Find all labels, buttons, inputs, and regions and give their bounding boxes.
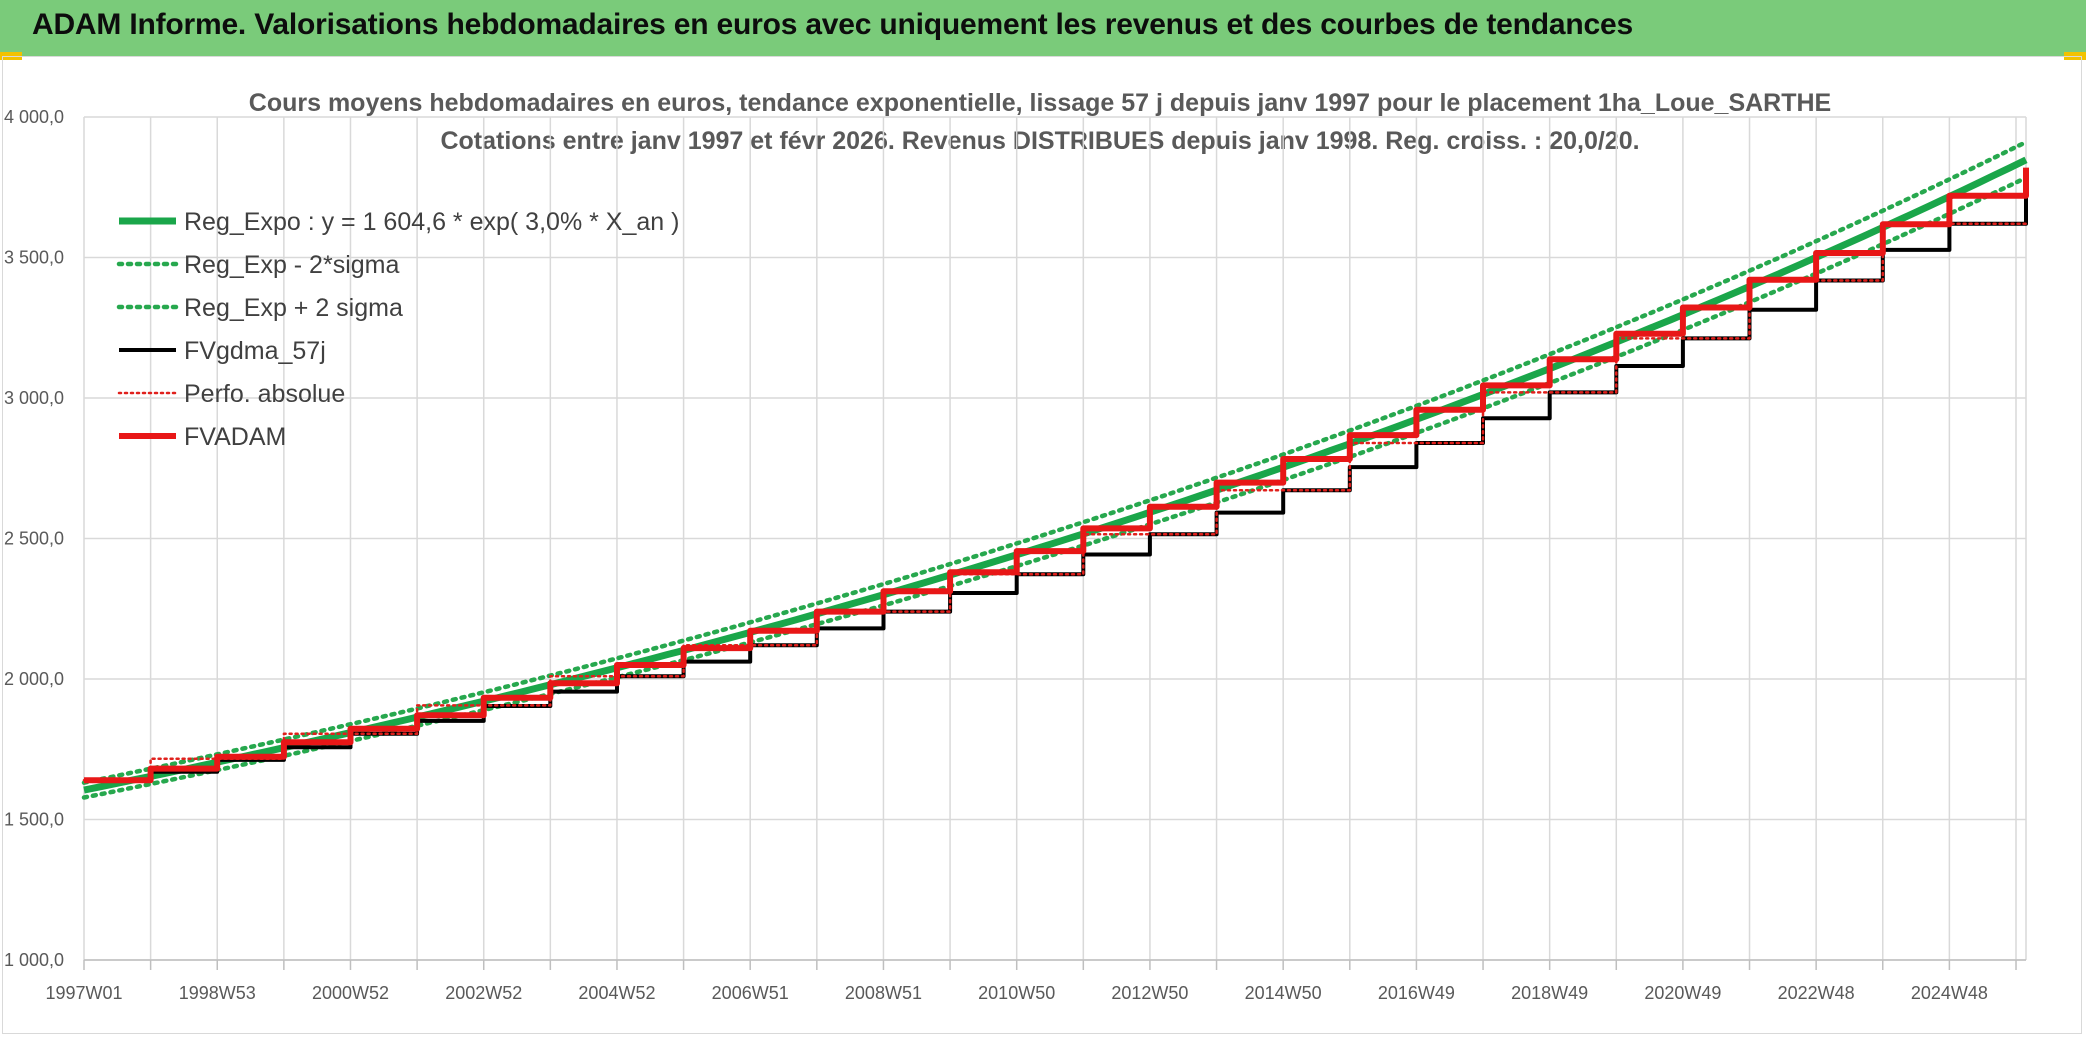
- y-tick-label: 3 000,0: [4, 388, 64, 408]
- legend-label: Perfo. absolue: [184, 380, 345, 408]
- y-tick-label: 2 000,0: [4, 669, 64, 689]
- legend-label: Reg_Exp - 2*sigma: [184, 251, 399, 279]
- x-tick-label: 2024W48: [1911, 983, 1988, 1003]
- x-tick-label: 2000W52: [312, 983, 389, 1003]
- x-tick-label: 1997W01: [45, 983, 122, 1003]
- legend: Reg_Expo : y = 1 604,6 * exp( 3,0% * X_a…: [116, 208, 679, 451]
- x-tick-label: 2018W49: [1511, 983, 1588, 1003]
- report-banner: ADAM Informe. Valorisations hebdomadaire…: [0, 0, 2086, 57]
- x-tick-label: 2008W51: [845, 983, 922, 1003]
- x-tick-label: 2004W52: [578, 983, 655, 1003]
- y-tick-label: 4 000,0: [4, 107, 64, 127]
- x-tick-label: 2006W51: [712, 983, 789, 1003]
- legend-label: FVgdma_57j: [184, 337, 326, 365]
- x-tick-label: 2012W50: [1111, 983, 1188, 1003]
- series-fvadam: [84, 167, 2029, 784]
- chart-title-line2: Cotations entre janv 1997 et févr 2026. …: [440, 127, 1639, 155]
- legend-label: Reg_Exp + 2 sigma: [184, 294, 403, 322]
- x-tick-label: 2016W49: [1378, 983, 1455, 1003]
- x-tick-label: 2002W52: [445, 983, 522, 1003]
- x-tick-label: 2022W48: [1778, 983, 1855, 1003]
- plot-area: [81, 139, 2029, 800]
- series-reg-plus-2sigma: [81, 139, 2029, 785]
- x-tick-label: 2010W50: [978, 983, 1055, 1003]
- y-tick-label: 2 500,0: [4, 529, 64, 549]
- axes: 1 000,0 1 500,0 2 000,0 2 500,0 3 000,0 3 500…: [4, 107, 2026, 1003]
- x-tick-label: 2014W50: [1245, 983, 1322, 1003]
- grid: [83, 116, 2027, 961]
- x-tick-label: 1998W53: [179, 983, 256, 1003]
- report-title: ADAM Informe. Valorisations hebdomadaire…: [32, 8, 1633, 41]
- chart-title-line1: Cours moyens hebdomadaires en euros, ten…: [249, 89, 1831, 117]
- y-tick-label: 1 500,0: [4, 810, 64, 830]
- y-tick-label: 3 500,0: [4, 248, 64, 268]
- chart-frame: [2, 56, 2082, 1034]
- y-tick-label: 1 000,0: [4, 950, 64, 970]
- legend-label: Reg_Expo : y = 1 604,6 * exp( 3,0% * X_a…: [184, 208, 679, 236]
- x-tick-label: 2020W49: [1644, 983, 1721, 1003]
- legend-label: FVADAM: [184, 423, 286, 451]
